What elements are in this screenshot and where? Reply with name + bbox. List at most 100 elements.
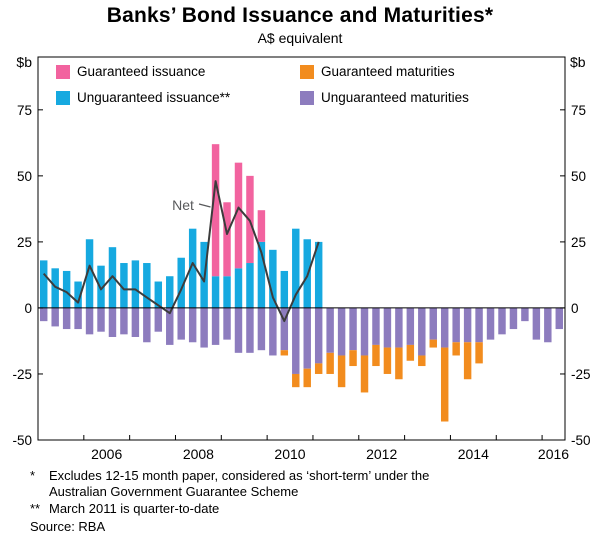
bar-segment <box>108 307 117 337</box>
y-axis-unit-right: $b <box>570 54 586 70</box>
footnote-2: ** March 2011 is quarter-to-date <box>30 501 479 517</box>
chart-title: Banks’ Bond Issuance and Maturities* <box>106 4 494 27</box>
bar-segment <box>120 307 128 335</box>
y-tick-label: -25 <box>12 367 32 382</box>
bar-segment <box>521 307 529 322</box>
bar-segment <box>280 350 289 356</box>
chart-legend: Guaranteed issuance Unguaranteed issuanc… <box>56 64 556 118</box>
bar-segment <box>314 363 323 374</box>
bar-segment <box>97 265 105 308</box>
legend-label: Guaranteed issuance <box>77 64 206 79</box>
bar-segment <box>280 307 289 351</box>
bar-segment <box>234 268 243 308</box>
bar-segment <box>177 257 185 308</box>
bar-segment <box>166 276 174 308</box>
bar-segment <box>292 228 300 308</box>
bar-segment <box>475 342 483 364</box>
bar-segment <box>395 347 403 380</box>
footnote-1: * Excludes 12-15 month paper, considered… <box>30 468 479 501</box>
bar-segment <box>452 342 460 356</box>
bar-segment <box>463 342 472 380</box>
bar-segment <box>257 241 266 308</box>
x-year-label: 2006 <box>91 446 122 462</box>
bar-segment <box>532 307 541 340</box>
bar-segment <box>383 347 392 374</box>
bar-segment <box>269 307 277 356</box>
bar-segment <box>383 307 392 348</box>
net-line <box>42 180 320 323</box>
legend-label: Guaranteed maturities <box>321 64 455 79</box>
net-annotation-label: Net <box>172 197 194 213</box>
source-line: Source: RBA <box>30 518 106 534</box>
footnotes: * Excludes 12-15 month paper, considered… <box>30 468 479 535</box>
bar-segment <box>234 307 243 353</box>
bar-segment <box>211 144 220 277</box>
bar-segment <box>211 307 220 345</box>
bar-segment <box>326 352 334 374</box>
bar-segment <box>418 307 426 356</box>
bar-segment <box>372 344 380 367</box>
y-tick-label: 50 <box>571 169 586 184</box>
bar-segment <box>188 307 197 343</box>
bar-segment <box>246 263 254 308</box>
y-tick-label: 75 <box>571 103 586 118</box>
bar-segment <box>40 307 48 322</box>
net-annotation-pointer <box>198 203 211 208</box>
bar-segment <box>292 307 300 374</box>
bar-segment <box>440 307 449 348</box>
x-year-label: 2010 <box>274 446 305 462</box>
bar-segment <box>372 307 380 345</box>
legend-label: Unguaranteed maturities <box>321 90 469 105</box>
bar-segment <box>234 162 243 269</box>
y-tick-label: -25 <box>571 367 591 382</box>
y-tick-label: -50 <box>571 433 591 448</box>
bar-segment <box>51 307 59 327</box>
bar-segment <box>120 263 128 308</box>
y-tick-label: 0 <box>571 301 579 316</box>
bar-segment <box>74 307 82 330</box>
y-tick-label: 50 <box>17 169 32 184</box>
bar-segment <box>51 268 59 308</box>
legend-item-guaranteed-maturities: Guaranteed maturities <box>300 64 455 79</box>
legend-swatch-orange <box>300 64 314 79</box>
bar-segment <box>440 347 449 422</box>
bar-segment <box>314 241 323 308</box>
bar-segment <box>395 307 403 348</box>
bar-segment <box>143 307 151 343</box>
footnote-marker: ** <box>30 500 41 516</box>
bar-segment <box>269 249 277 308</box>
legend-item-unguaranteed-maturities: Unguaranteed maturities <box>300 90 469 105</box>
y-axis-unit-left: $b <box>16 54 32 70</box>
legend-item-unguaranteed-issuance: Unguaranteed issuance** <box>56 90 230 105</box>
bar-segment <box>74 281 82 308</box>
footnote-text: March 2011 is quarter-to-date <box>49 500 220 516</box>
x-year-label: 2008 <box>183 446 214 462</box>
bar-segment <box>143 263 151 308</box>
bar-segment <box>223 202 231 277</box>
bar-segment <box>418 355 426 367</box>
bar-segment <box>223 276 231 308</box>
x-year-label: 2016 <box>538 446 569 462</box>
bar-segment <box>166 307 174 345</box>
legend-swatch-blue <box>56 90 70 105</box>
bar-segment <box>257 307 266 351</box>
bar-segment <box>360 355 369 393</box>
plot-frame <box>37 56 566 441</box>
bar-segment <box>97 307 105 332</box>
legend-item-guaranteed-issuance: Guaranteed issuance <box>56 64 205 79</box>
bar-segment <box>337 355 346 388</box>
bar-segment <box>303 307 311 369</box>
bar-segment <box>360 307 369 356</box>
x-year-label: 2012 <box>366 446 397 462</box>
bar-segment <box>62 307 71 330</box>
bar-segment <box>406 344 415 361</box>
bar-segment <box>509 307 518 330</box>
legend-label: Unguaranteed issuance** <box>77 90 231 105</box>
bar-segment <box>223 307 231 340</box>
bar-segment <box>349 350 357 367</box>
legend-swatch-purple <box>300 90 314 105</box>
bar-segment <box>188 228 197 308</box>
y-tick-label: 25 <box>17 235 32 250</box>
